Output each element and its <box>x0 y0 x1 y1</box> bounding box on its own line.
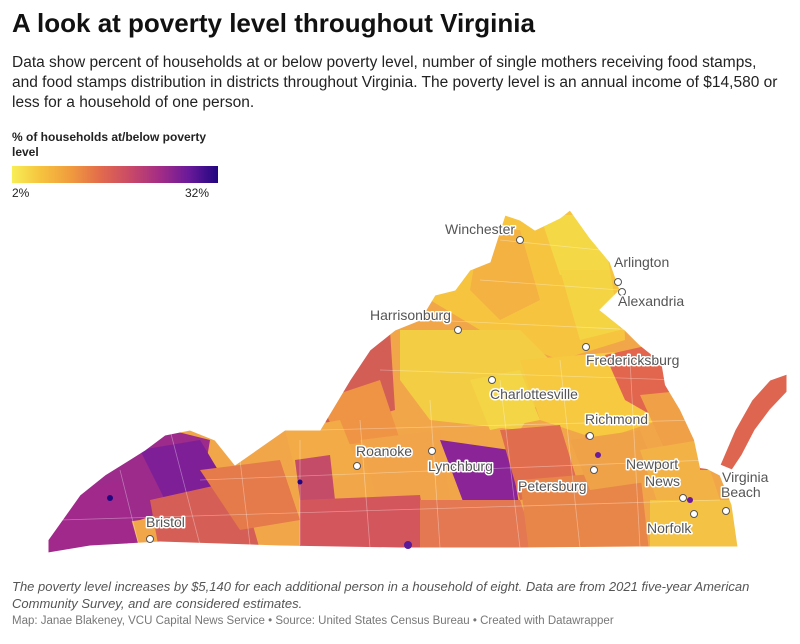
roanoke-marker <box>353 462 361 470</box>
charlottesville-marker <box>488 376 496 384</box>
harrisonburg-marker <box>454 326 462 334</box>
city-label-winchester: Winchester <box>445 221 515 237</box>
city-label-virginia-beach-line2: Beach <box>721 484 761 500</box>
newport-news-marker <box>679 494 687 502</box>
city-label-alexandria: Alexandria <box>618 293 684 309</box>
chesapeake-bay <box>660 355 714 470</box>
city-label-virginia-beach: Virginia Beach <box>721 469 769 500</box>
legend-min-label: 2% <box>12 186 30 200</box>
virginia-map: Winchester Arlington Alexandria Harrison… <box>47 209 788 554</box>
eastern-shore <box>719 373 788 471</box>
city-label-lynchburg: Lynchburg <box>428 458 493 474</box>
city-label-newport-news-line1: Newport <box>626 456 678 472</box>
petersburg-marker <box>590 466 598 474</box>
city-label-virginia-beach-line1: Virginia <box>722 469 769 485</box>
city-markers <box>146 236 730 543</box>
city-label-fredericksburg: Fredericksburg <box>586 352 679 368</box>
legend-color-scale <box>12 166 218 183</box>
legend-max-label: 32% <box>185 186 210 200</box>
city-labels: Winchester Arlington Alexandria Harrison… <box>145 220 771 538</box>
richmond-marker <box>586 432 594 440</box>
arlington-marker <box>614 278 622 286</box>
source-credit: Map: Janae Blakeney, VCU Capital News Se… <box>12 615 614 627</box>
city-label-norfolk: Norfolk <box>647 520 692 536</box>
state-outline <box>47 209 739 554</box>
winchester-marker <box>516 236 524 244</box>
fredericksburg-marker <box>582 343 590 351</box>
footnote: The poverty level increases by $5,140 fo… <box>12 579 750 611</box>
chart-subtitle: Data show percent of households at or be… <box>12 54 778 111</box>
lynchburg-marker <box>428 447 436 455</box>
city-label-richmond: Richmond <box>585 411 648 427</box>
alexandria-marker <box>618 288 626 296</box>
city-label-arlington: Arlington <box>614 254 669 270</box>
city-label-harrisonburg: Harrisonburg <box>370 307 451 323</box>
city-label-petersburg: Petersburg <box>518 478 586 494</box>
legend-title: % of households at/below poverty level <box>12 130 207 159</box>
chart-title: A look at poverty level throughout Virgi… <box>12 8 535 38</box>
bristol-marker <box>146 535 154 543</box>
city-label-newport-news: Newport News <box>626 456 680 489</box>
virginia-beach-marker <box>722 507 730 515</box>
city-label-bristol: Bristol <box>146 514 185 530</box>
norfolk-marker <box>690 510 698 518</box>
county-borders <box>59 239 721 551</box>
city-label-charlottesville: Charlottesville <box>490 386 578 402</box>
city-label-roanoke: Roanoke <box>356 443 412 459</box>
city-label-newport-news-line2: News <box>645 473 680 489</box>
